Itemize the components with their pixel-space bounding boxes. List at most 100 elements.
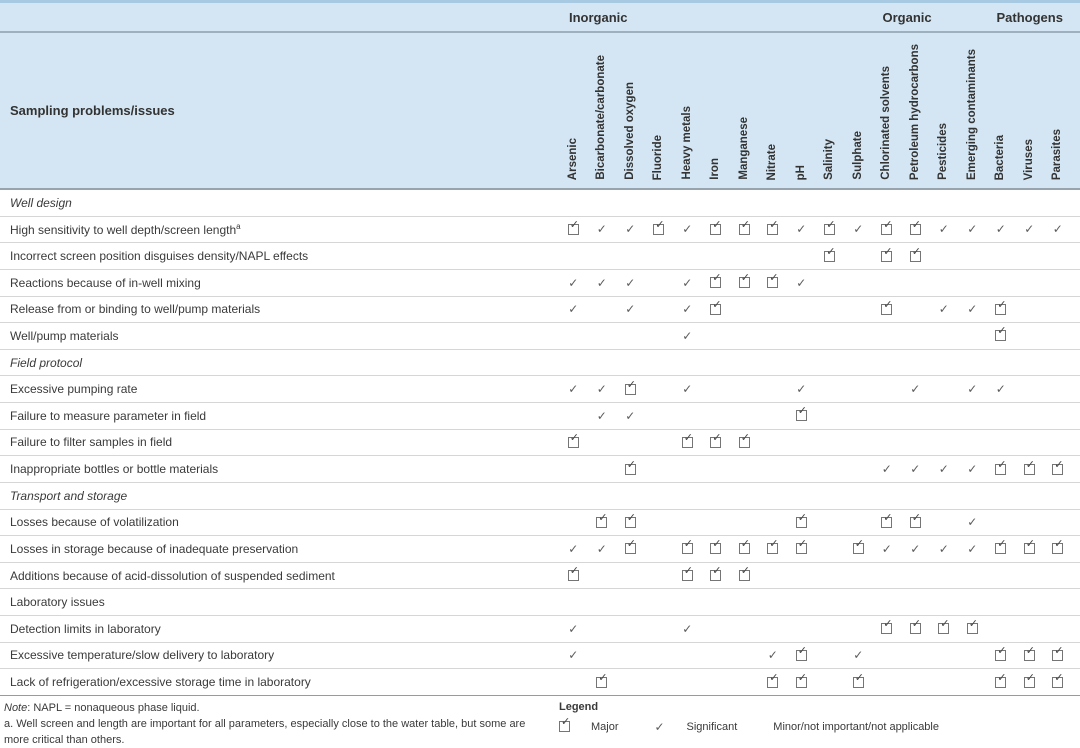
cell-blank xyxy=(673,669,702,695)
cell-mark-major: ✓ xyxy=(1015,643,1044,669)
major-checkbox-icon: ✓ xyxy=(795,645,807,661)
legend: Legend ✓ Major ✓ Significant Minor/not impor… xyxy=(559,701,975,748)
cell-mark-significant: ✓ xyxy=(673,297,702,323)
cell-mark-significant: ✓ xyxy=(588,376,617,402)
check-icon: ✓ xyxy=(655,218,665,231)
check-icon: ✓ xyxy=(682,621,693,636)
check-icon: ✓ xyxy=(740,431,750,444)
cell-blank xyxy=(1044,243,1073,269)
cell-mark-significant: ✓ xyxy=(787,217,816,243)
cell-blank xyxy=(816,536,845,562)
cell-blank xyxy=(1044,297,1073,323)
cell-blank xyxy=(559,669,588,695)
table-row: Release from or binding to well/pump mat… xyxy=(0,297,1080,324)
cell-blank xyxy=(702,456,731,482)
table-row: Losses because of volatilization ✓ ✓ ✓ ✓ ✓ ✓ xyxy=(0,510,1080,537)
legend-label: Minor/not important/not applicable xyxy=(773,720,939,733)
row-label: Transport and storage xyxy=(10,488,128,503)
check-icon: ✓ xyxy=(938,222,949,237)
cell-blank xyxy=(873,430,902,456)
major-checkbox-icon: ✓ xyxy=(767,273,778,289)
table-row: Failure to filter samples in field ✓ ✓ ✓ ✓ xyxy=(0,430,1080,457)
cell-blank xyxy=(1015,323,1044,349)
cell-mark-major: ✓ xyxy=(616,376,645,402)
column-header: Petroleum hydrocarbons xyxy=(901,33,930,188)
cell-blank xyxy=(787,616,816,642)
row-label: Losses in storage because of inadequate … xyxy=(10,541,299,556)
cell-blank xyxy=(673,456,702,482)
cell-mark-major: ✓ xyxy=(559,217,588,243)
note-label: Note xyxy=(4,701,28,714)
check-icon: ✓ xyxy=(826,218,836,231)
major-checkbox-icon: ✓ xyxy=(653,219,664,235)
cell-mark-major: ✓ xyxy=(901,616,930,642)
check-icon: ✓ xyxy=(712,298,722,311)
major-checkbox-icon: ✓ xyxy=(852,539,864,555)
table-row: Detection limits in laboratory ✓ ✓ ✓ ✓ ✓ ✓ xyxy=(0,616,1080,643)
cell-blank xyxy=(844,403,873,429)
major-checkbox-icon: ✓ xyxy=(881,299,892,315)
check-icon: ✓ xyxy=(967,302,978,317)
column-header-label: Sulphate xyxy=(851,131,864,180)
cell-mark-major: ✓ xyxy=(873,243,902,269)
cell-mark-major: ✓ xyxy=(616,456,645,482)
major-checkbox-icon: ✓ xyxy=(995,459,1006,475)
cell-blank xyxy=(787,243,816,269)
major-checkbox-icon: ✓ xyxy=(909,246,921,262)
cell-blank xyxy=(702,616,731,642)
cell-mark-significant: ✓ xyxy=(673,616,702,642)
cell-mark-major: ✓ xyxy=(645,217,674,243)
check-icon: ✓ xyxy=(1025,458,1035,471)
cell-blank xyxy=(559,510,588,536)
cell-blank xyxy=(702,643,731,669)
cell-blank xyxy=(702,510,731,536)
check-icon: ✓ xyxy=(769,272,779,285)
row-label: Field protocol xyxy=(10,355,83,370)
cell-blank xyxy=(987,430,1016,456)
check-icon: ✓ xyxy=(967,515,978,530)
cell-blank xyxy=(844,616,873,642)
check-icon: ✓ xyxy=(625,275,636,290)
cell-mark-significant: ✓ xyxy=(588,217,617,243)
major-checkbox-icon: ✓ xyxy=(624,512,636,528)
check-icon: ✓ xyxy=(967,222,978,237)
check-icon: ✓ xyxy=(625,222,636,237)
check-icon: ✓ xyxy=(997,671,1007,684)
major-checkbox-icon: ✓ xyxy=(795,406,807,422)
check-icon: ✓ xyxy=(853,648,864,663)
check-icon: ✓ xyxy=(995,222,1006,237)
cell-blank xyxy=(588,430,617,456)
major-checkbox-icon: ✓ xyxy=(767,539,778,555)
cell-blank xyxy=(987,403,1016,429)
column-header-label: Pesticides xyxy=(937,123,949,180)
cell-mark-major: ✓ xyxy=(588,510,617,536)
note-line: Note: NAPL = nonaqueous phase liquid. xyxy=(4,701,559,717)
column-header-row: Sampling problems/issues Arsenic Bicarbon… xyxy=(0,33,1080,190)
cell-mark-significant: ✓ xyxy=(1015,217,1044,243)
cell-blank xyxy=(873,403,902,429)
cell-blank xyxy=(702,323,731,349)
cell-blank xyxy=(645,403,674,429)
group-header-organic: Organic xyxy=(882,9,932,25)
major-checkbox-icon: ✓ xyxy=(1023,539,1035,555)
major-checkbox-icon: ✓ xyxy=(852,672,864,688)
cell-mark-significant: ✓ xyxy=(559,643,588,669)
cell-mark-significant: ✓ xyxy=(1044,217,1073,243)
cell-mark-significant: ✓ xyxy=(873,536,902,562)
cell-mark-major: ✓ xyxy=(588,669,617,695)
table-row: Well/pump materials ✓ ✓ xyxy=(0,323,1080,350)
row-label: Well/pump materials xyxy=(10,328,119,343)
cell-mark-major: ✓ xyxy=(1015,669,1044,695)
cell-blank xyxy=(730,456,759,482)
check-icon: ✓ xyxy=(568,621,579,636)
major-checkbox-icon: ✓ xyxy=(1023,672,1035,688)
row-label: Well design xyxy=(10,195,72,210)
check-icon: ✓ xyxy=(740,272,750,285)
column-header-label: Iron xyxy=(709,158,721,180)
cell-blank xyxy=(873,270,902,296)
cell-blank xyxy=(616,616,645,642)
group-header-spacer xyxy=(0,3,559,31)
row-label: Incorrect screen position disguises dens… xyxy=(10,249,309,264)
cell-mark-major: ✓ xyxy=(759,217,788,243)
cell-blank xyxy=(673,643,702,669)
